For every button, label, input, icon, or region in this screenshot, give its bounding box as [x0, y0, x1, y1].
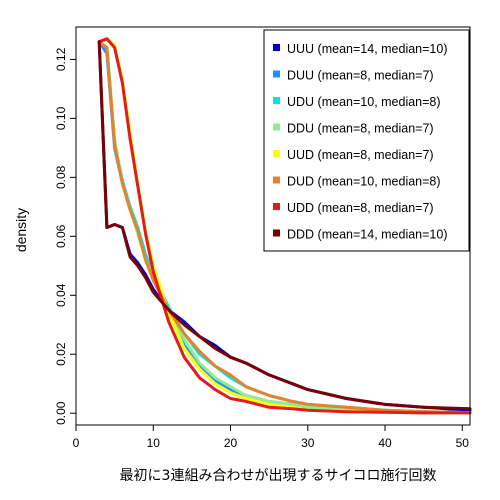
series-line-7: [97, 37, 472, 415]
y-tick-label: 0.04: [54, 283, 68, 307]
plot-frame: [75, 26, 471, 426]
legend-label-2: DUU (mean=8, median=7): [287, 69, 434, 83]
x-tick-label: 0: [73, 436, 80, 450]
legend-swatch-7: [273, 203, 280, 210]
legend-swatch-6: [273, 176, 280, 184]
y-axis-label: density: [13, 208, 29, 252]
legend-swatch-2: [273, 70, 280, 78]
y-tick-label: 0.00: [54, 401, 68, 425]
legend-label-1: UUU (mean=14, median=10): [287, 42, 448, 56]
y-tick-label: 0.10: [54, 106, 68, 130]
x-tick-label: 20: [224, 436, 238, 450]
x-tick-label: 40: [378, 436, 392, 450]
legend-swatch-8: [273, 229, 280, 237]
legend: UUU (mean=14, median=10) DUU (mean=8, med…: [263, 29, 470, 252]
y-tick-label: 0.06: [54, 224, 68, 248]
legend-swatch-1: [273, 44, 280, 51]
y-tick-label: 0.12: [54, 47, 68, 71]
x-tick-label: 50: [456, 436, 470, 450]
legend-label-3: UDU (mean=10, median=8): [287, 95, 441, 109]
y-tick-label: 0.02: [54, 342, 68, 366]
axes: 0 10 20 30 40 50 0.00 0.02 0.04 0.06 0.08 0.10 0.12: [54, 26, 471, 450]
legend-label-4: DDU (mean=8, median=7): [287, 122, 434, 136]
series-line-6: [97, 40, 472, 415]
legend-box: [263, 29, 470, 252]
x-axis-label: 最初に3連組み合わせが出現するサイコロ施行回数: [120, 467, 437, 484]
legend-label-5: UUD (mean=8, median=7): [287, 148, 434, 162]
legend-swatch-4: [273, 123, 280, 131]
legend-label-8: DDD (mean=14, median=10): [287, 228, 448, 242]
x-tick-label: 10: [147, 436, 161, 450]
series-lines: [97, 37, 472, 415]
legend-label-7: UDD (mean=8, median=7): [287, 201, 434, 215]
x-tick-label: 30: [301, 436, 315, 450]
legend-swatch-3: [273, 97, 280, 104]
y-tick-label: 0.08: [54, 165, 68, 189]
series-line-8: [97, 40, 472, 411]
legend-swatch-5: [273, 150, 280, 157]
legend-label-6: DUD (mean=10, median=8): [287, 175, 441, 189]
